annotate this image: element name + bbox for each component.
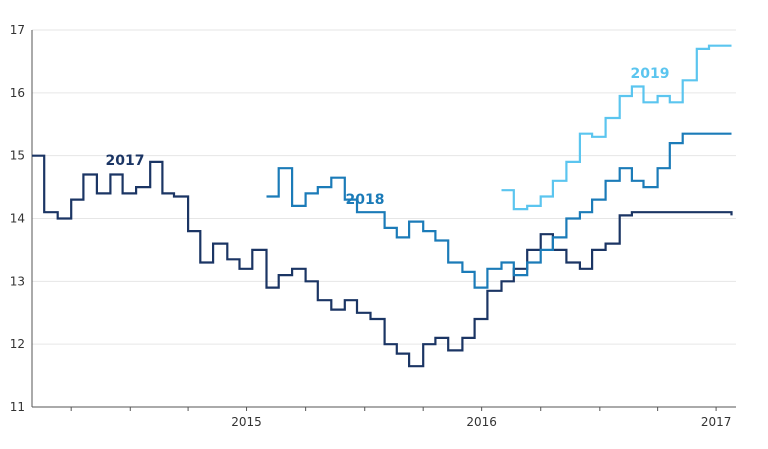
series-label-2018: 2018: [346, 192, 385, 208]
x-axis: 2015 2016 2017: [31, 30, 736, 429]
y-tick-label-17: 17: [10, 23, 25, 37]
series-lines: [32, 44, 733, 368]
y-tick-label-16: 16: [10, 86, 25, 100]
y-tick-label-15: 15: [10, 149, 25, 163]
series-labels: 2017 2018 2019: [106, 66, 670, 208]
series-line-2017: [32, 154, 733, 368]
x-tick-label-2017: 2017: [701, 415, 732, 429]
x-tick-label-2016: 2016: [466, 415, 497, 429]
series-line-2018: [266, 132, 732, 289]
x-tick-label-2015: 2015: [231, 415, 262, 429]
y-tick-label-14: 14: [10, 212, 25, 226]
y-tick-label-13: 13: [10, 274, 25, 288]
y-axis: 11 12 13 14 15 16 17: [10, 23, 25, 414]
y-tick-label-12: 12: [10, 337, 25, 351]
y-tick-label-11: 11: [10, 400, 25, 414]
series-line-2019: [501, 44, 732, 211]
series-label-2019: 2019: [631, 66, 670, 82]
series-label-2017: 2017: [106, 153, 145, 169]
